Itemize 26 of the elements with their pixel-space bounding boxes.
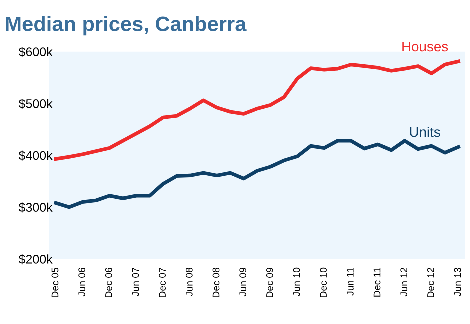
x-tick-label: Dec 07 bbox=[159, 268, 166, 298]
x-tick-label: Dec 11 bbox=[374, 268, 381, 297]
line-series bbox=[54, 139, 460, 210]
x-tick-label: Jun 10 bbox=[293, 268, 300, 297]
x-tick-label: Jun 06 bbox=[78, 268, 86, 297]
x-tick-label: Jun 07 bbox=[132, 268, 140, 297]
x-tick-label: Dec 05 bbox=[52, 268, 59, 298]
x-tick-label: Jun 11 bbox=[347, 268, 354, 296]
x-tick-label: Jun 09 bbox=[240, 268, 247, 297]
x-tick-label: Jun 12 bbox=[400, 268, 408, 297]
x-tick-label: Dec 06 bbox=[105, 268, 112, 298]
y-tick-label: $200k bbox=[18, 254, 53, 265]
y-tick-label: $500k bbox=[18, 98, 53, 110]
series-label: Units bbox=[410, 127, 440, 138]
x-tick-label: Dec 10 bbox=[320, 268, 328, 298]
x-tick-label: Jun 08 bbox=[186, 268, 193, 297]
y-tick-label: $300k bbox=[18, 202, 53, 213]
y-tick-label: $600k bbox=[18, 47, 53, 58]
x-tick-label: Jun 13 bbox=[454, 268, 462, 297]
x-tick-label: Dec 08 bbox=[212, 268, 220, 298]
y-tick-label: $400k bbox=[18, 150, 53, 161]
x-tick-label: Dec 09 bbox=[266, 268, 274, 298]
chart-title: Median prices, Canberra bbox=[6, 16, 247, 36]
x-tick-label: Dec 12 bbox=[427, 268, 434, 298]
series-label: Houses bbox=[402, 42, 448, 52]
line-series bbox=[54, 60, 460, 161]
